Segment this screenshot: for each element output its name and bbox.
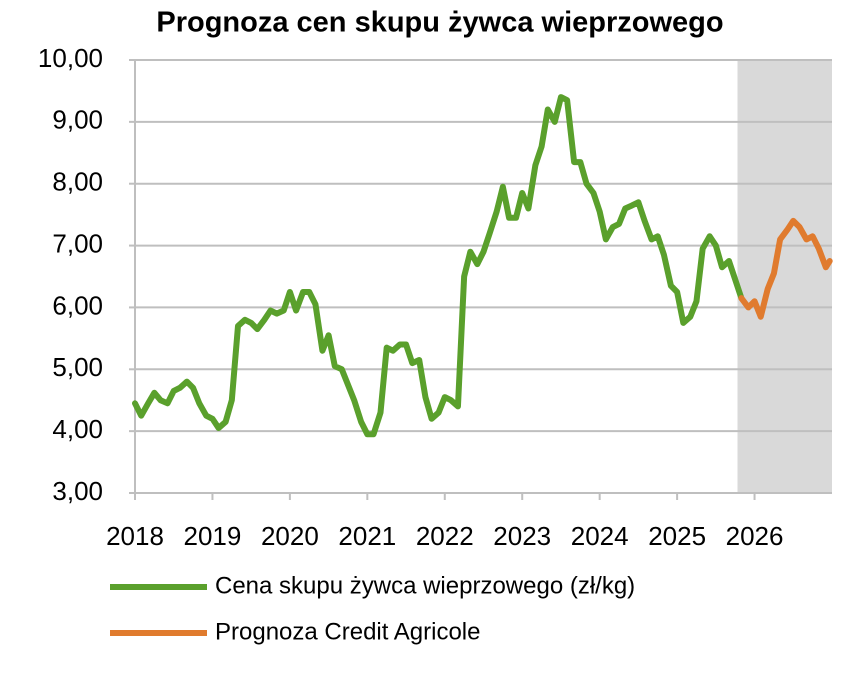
series-line [738,217,833,320]
chart-title: Prognoza cen skupu żywca wieprzowego [156,7,723,39]
series-line [132,94,745,438]
y-tick-label: 9,00 [52,105,103,135]
x-tick-label: 2020 [261,521,319,551]
y-tick-label: 4,00 [52,414,103,444]
legend-label: Cena skupu żywca wieprzowego (zł/kg) [215,572,635,599]
x-tick-label: 2021 [338,521,396,551]
legend-label: Prognoza Credit Agricole [215,618,480,645]
forecast-region [737,60,832,493]
x-tick-label: 2018 [106,521,164,551]
y-tick-label: 8,00 [52,167,103,197]
y-tick-label: 6,00 [52,290,103,320]
x-tick-label: 2024 [571,521,629,551]
x-tick-label: 2019 [184,521,242,551]
y-tick-label: 3,00 [52,476,103,506]
y-tick-label: 10,00 [38,43,103,73]
x-tick-label: 2023 [493,521,551,551]
x-tick-label: 2022 [416,521,474,551]
y-tick-label: 5,00 [52,352,103,382]
x-tick-label: 2026 [726,521,784,551]
y-tick-label: 7,00 [52,228,103,258]
x-tick-label: 2025 [648,521,706,551]
